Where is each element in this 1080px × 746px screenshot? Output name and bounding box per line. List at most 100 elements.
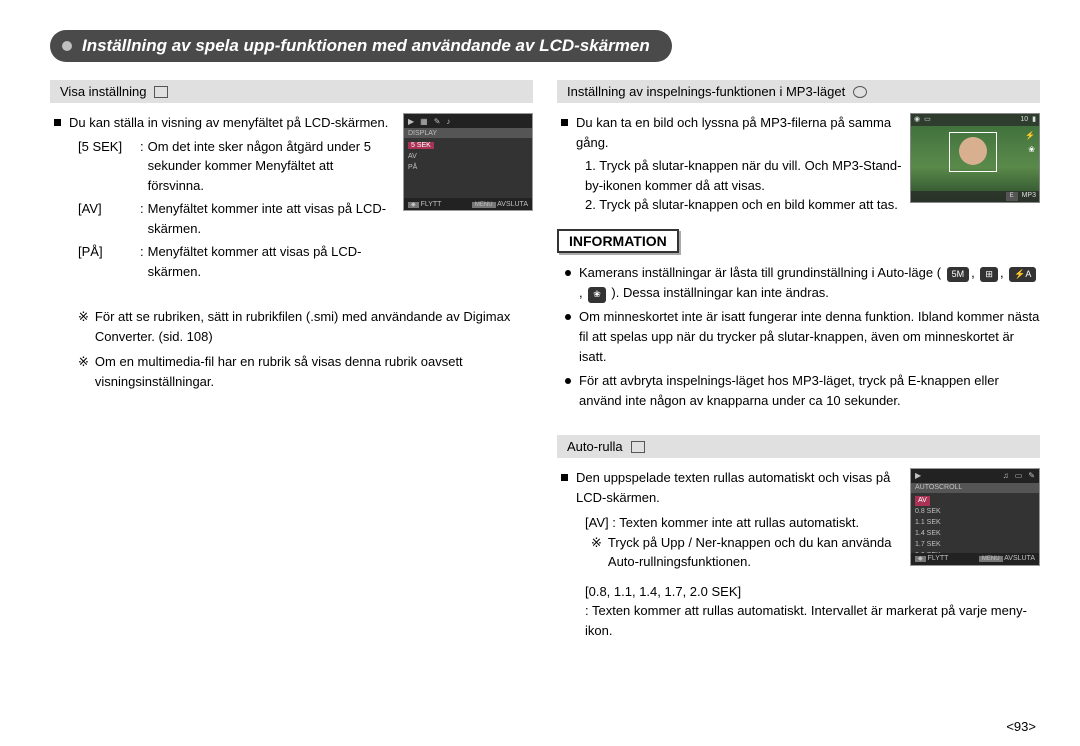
page-title: Inställning av spela upp-funktionen med … [82, 36, 650, 56]
quality-icon: ⊞ [980, 267, 998, 283]
visa-intro-bullet: Du kan ställa in visning av menyfältet p… [54, 113, 393, 133]
lcd-menu-btn: MENU [472, 202, 496, 208]
size-icon: 5M [947, 267, 970, 283]
information-heading: INFORMATION [557, 229, 679, 253]
def-av-label: [AV] [78, 199, 140, 238]
bullet-dot-icon [565, 314, 571, 320]
mp3-icon [853, 86, 867, 98]
autorulla-intro-bullet: Den uppspelade texten rullas automatiskt… [561, 468, 902, 507]
flower-icon: ❀ [1028, 144, 1035, 156]
photo-bottom-overlay: E MP3 [911, 191, 1039, 202]
lcd-foot-left: FLYTT [421, 201, 442, 208]
autorulla-note: ※ Tryck på Upp / Ner-knappen och du kan … [561, 533, 902, 572]
mp3-intro-text: Du kan ta en bild och lyssna på MP3-file… [576, 113, 902, 152]
note-asterisk-icon: ※ [591, 533, 602, 572]
lcd-autoscroll-preview: ▶ ♫ ▭ ✎ AUTOSCROLL AV 0.8 SEK 1.1 SEK 1.… [910, 468, 1040, 566]
flash-auto-icon: ⚡A [1009, 267, 1036, 283]
visa-note-1-text: För att se rubriken, sätt in rubrikfilen… [95, 307, 533, 346]
autorulla-range-label: [0.8, 1.1, 1.4, 1.7, 2.0 SEK] [585, 582, 1040, 602]
photo-e-indicator: E [1006, 192, 1018, 201]
photo-top-overlay: ◉ ▭ 10 ▮ [911, 114, 1039, 126]
def-5sek-label: [5 SEK] [78, 137, 140, 196]
info-item-2-text: Om minneskortet inte är isatt fungerar i… [579, 307, 1040, 367]
photo-face-frame [949, 132, 997, 172]
lcd-grid-icon: ▦ [420, 117, 428, 126]
visa-notes: ※ För att se rubriken, sätt in rubrikfil… [50, 307, 533, 391]
bullet-dot-icon [565, 270, 571, 276]
autorulla-range: [0.8, 1.1, 1.4, 1.7, 2.0 SEK] : Texten k… [561, 582, 1040, 641]
page-number: <93> [1006, 719, 1036, 734]
lcd2-sub-label: AUTOSCROLL [911, 483, 1039, 493]
autorulla-body: ▶ ♫ ▭ ✎ AUTOSCROLL AV 0.8 SEK 1.1 SEK 1.… [557, 468, 1040, 640]
mp3-body: ◉ ▭ 10 ▮ ⚡ ❀ E MP3 Du kan ta en bild och… [557, 113, 1040, 215]
lcd2-tool-icon: ✎ [1028, 470, 1035, 482]
macro-icon: ❀ [588, 287, 606, 303]
lcd2-menu-btn: MENU [979, 556, 1003, 562]
information-list: Kamerans inställningar är låsta till gru… [557, 263, 1040, 412]
lcd2-play-icon: ▶ [915, 470, 921, 482]
photo-count: 10 [1020, 115, 1028, 126]
info-item-3-text: För att avbryta inspelnings-läget hos MP… [579, 371, 1040, 411]
autorulla-header-label: Auto-rulla [567, 439, 623, 454]
lcd-item-pa: PÅ [408, 162, 528, 173]
lcd2-item-11: 1.1 SEK [915, 517, 1035, 528]
lcd2-footer: ◆ FLYTT MENU AVSLUTA [911, 553, 1039, 565]
lcd2-item-14: 1.4 SEK [915, 528, 1035, 539]
autorulla-range-text: : Texten kommer att rullas automatiskt. … [585, 601, 1040, 640]
right-column: Inställning av inspelnings-funktionen i … [557, 80, 1040, 640]
lcd-sound-icon: ♪ [446, 117, 450, 126]
def-av-text: Menyfältet kommer inte att visas på LCD-… [148, 199, 393, 238]
lcd2-head-icon: ♫ [1003, 470, 1009, 482]
lcd-tool-icon: ✎ [434, 117, 441, 126]
lcd2-top-icons: ▶ ♫ ▭ ✎ [911, 469, 1039, 483]
def-av: [AV] : Menyfältet kommer inte att visas … [54, 199, 393, 238]
lcd2-foot-right: AVSLUTA [1004, 555, 1035, 562]
square-bullet-icon [561, 474, 568, 481]
info-item-2: Om minneskortet inte är isatt fungerar i… [565, 307, 1040, 367]
def-5sek-text: Om det inte sker någon åtgärd under 5 se… [148, 137, 393, 196]
title-dot-icon [62, 41, 72, 51]
lcd2-item-08: 0.8 SEK [915, 506, 1035, 517]
left-column: Visa inställning Du kan ställa in visnin… [50, 80, 533, 640]
lcd2-item-av: AV [915, 496, 930, 507]
def-pa-text: Menyfältet kommer att visas på LCD-skärm… [148, 242, 393, 281]
lcd-item-5sek: 5 SEK [408, 142, 434, 149]
scroll-icon [631, 441, 645, 453]
square-bullet-icon [561, 119, 568, 126]
lcd2-nav-icon: ◆ [915, 556, 926, 562]
visa-body: Du kan ställa in visning av menyfältet p… [50, 113, 393, 285]
lcd-item-av: AV [408, 151, 528, 162]
mp3-section-header: Inställning av inspelnings-funktionen i … [557, 80, 1040, 103]
display-icon [154, 86, 168, 98]
mode-icon: ▭ [924, 115, 931, 126]
note-asterisk-icon: ※ [78, 352, 89, 391]
lcd-play-icon: ▶ [408, 117, 414, 126]
visa-note-2-text: Om en multimedia-fil har en rubrik så vi… [95, 352, 533, 391]
photo-mp3-label: MP3 [1022, 191, 1036, 202]
mp3-intro-bullet: Du kan ta en bild och lyssna på MP3-file… [561, 113, 902, 152]
autorulla-av-label: [AV] : [585, 515, 616, 530]
def-pa-label: [PÅ] [78, 242, 140, 281]
visa-intro-text: Du kan ställa in visning av menyfältet p… [69, 113, 388, 133]
photo-face [959, 137, 987, 165]
visa-intro-row: Du kan ställa in visning av menyfältet p… [50, 113, 533, 285]
def-5sek: [5 SEK] : Om det inte sker någon åtgärd … [54, 137, 393, 196]
lcd2-foot-left: FLYTT [928, 555, 949, 562]
autorulla-intro-text: Den uppspelade texten rullas automatiskt… [576, 468, 902, 507]
lcd-foot-right: AVSLUTA [497, 201, 528, 208]
lcd-list: 5 SEK AV PÅ [404, 138, 532, 175]
visa-header-label: Visa inställning [60, 84, 146, 99]
page-title-pill: Inställning av spela upp-funktionen med … [50, 30, 672, 62]
autorulla-section-header: Auto-rulla [557, 435, 1040, 458]
lcd-top-icons: ▶ ▦ ✎ ♪ [404, 114, 532, 128]
autorulla-av-text: Texten kommer inte att rullas automatisk… [619, 515, 859, 530]
visa-note-2: ※ Om en multimedia-fil har en rubrik så … [54, 352, 533, 391]
square-bullet-icon [54, 119, 61, 126]
battery-icon: ▮ [1032, 115, 1036, 126]
visa-section-header: Visa inställning [50, 80, 533, 103]
note-asterisk-icon: ※ [78, 307, 89, 346]
info-item-3: För att avbryta inspelnings-läget hos MP… [565, 371, 1040, 411]
lcd2-item-17: 1.7 SEK [915, 539, 1035, 550]
lcd-sub-label: DISPLAY [404, 128, 532, 138]
lcd-footer: ◆ FLYTT MENU AVSLUTA [404, 198, 532, 210]
